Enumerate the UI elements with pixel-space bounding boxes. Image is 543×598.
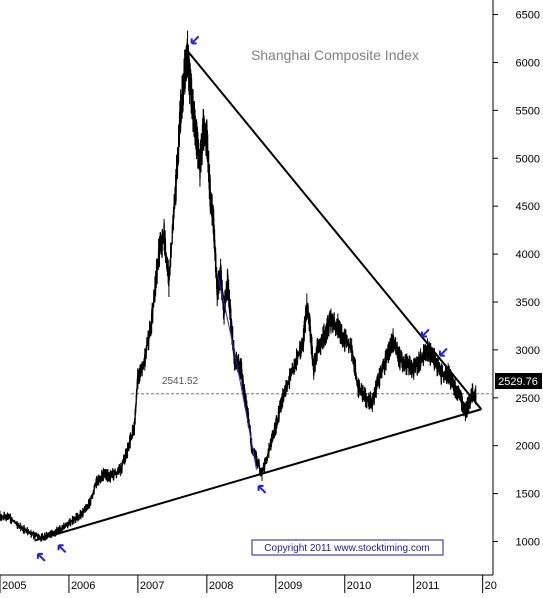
- arrow-icon: [420, 328, 430, 338]
- upper-trendline: [186, 50, 483, 410]
- x-tick-label: 2010: [347, 580, 371, 592]
- y-tick-label: 6500: [516, 10, 540, 22]
- y-tick-label: 1500: [516, 489, 540, 501]
- last-value-box: [495, 373, 542, 389]
- arrow-layer: [36, 35, 448, 562]
- arrow-icon: [57, 544, 67, 554]
- trendline-layer: [34, 50, 483, 542]
- x-tick-label: 2007: [140, 580, 164, 592]
- decline-fit-line: [216, 273, 257, 470]
- arrow-icon: [190, 35, 200, 45]
- reference-level-label: 2541.52: [162, 376, 199, 387]
- y-tick-label: 2000: [516, 441, 540, 453]
- x-tick-label: 2006: [71, 580, 95, 592]
- copyright-text: Copyright 2011 www.stocktiming.com: [264, 543, 429, 554]
- last-value-badge: 2529.76: [495, 373, 542, 389]
- arrow-icon: [36, 552, 46, 562]
- last-value-label: 2529.76: [498, 376, 538, 388]
- y-tick-label: 3000: [516, 345, 540, 357]
- x-tick-label: 2005: [2, 580, 26, 592]
- y-tick-label: 1000: [516, 536, 540, 548]
- x-tick-label: 2011: [416, 580, 440, 592]
- y-tick-label: 3500: [516, 297, 540, 309]
- chart-title: Shanghai Composite Index: [251, 47, 419, 63]
- arrow-icon: [438, 347, 448, 357]
- arrow-icon: [257, 484, 267, 494]
- y-tick-label: 4000: [516, 249, 540, 261]
- x-tick-label: 20: [485, 580, 497, 592]
- lower-trendline: [34, 408, 482, 542]
- copyright-frame: [251, 539, 444, 556]
- y-tick-label: 6000: [516, 57, 540, 69]
- y-tick-label: 4500: [516, 201, 540, 213]
- axes-layer: [0, 0, 494, 576]
- y-tick-label: 5500: [516, 105, 540, 117]
- y-tick-label: 2500: [516, 393, 540, 405]
- x-tick-label: 2008: [209, 580, 233, 592]
- price-layer: [0, 30, 477, 542]
- y-tick-label: 5000: [516, 153, 540, 165]
- copyright-box: Copyright 2011 www.stocktiming.com: [251, 539, 444, 556]
- tick-layer: 1000 1500 2000 2500 3000 3500 4000 4500 5000 5500…: [0, 10, 540, 593]
- x-tick-label: 2009: [278, 580, 302, 592]
